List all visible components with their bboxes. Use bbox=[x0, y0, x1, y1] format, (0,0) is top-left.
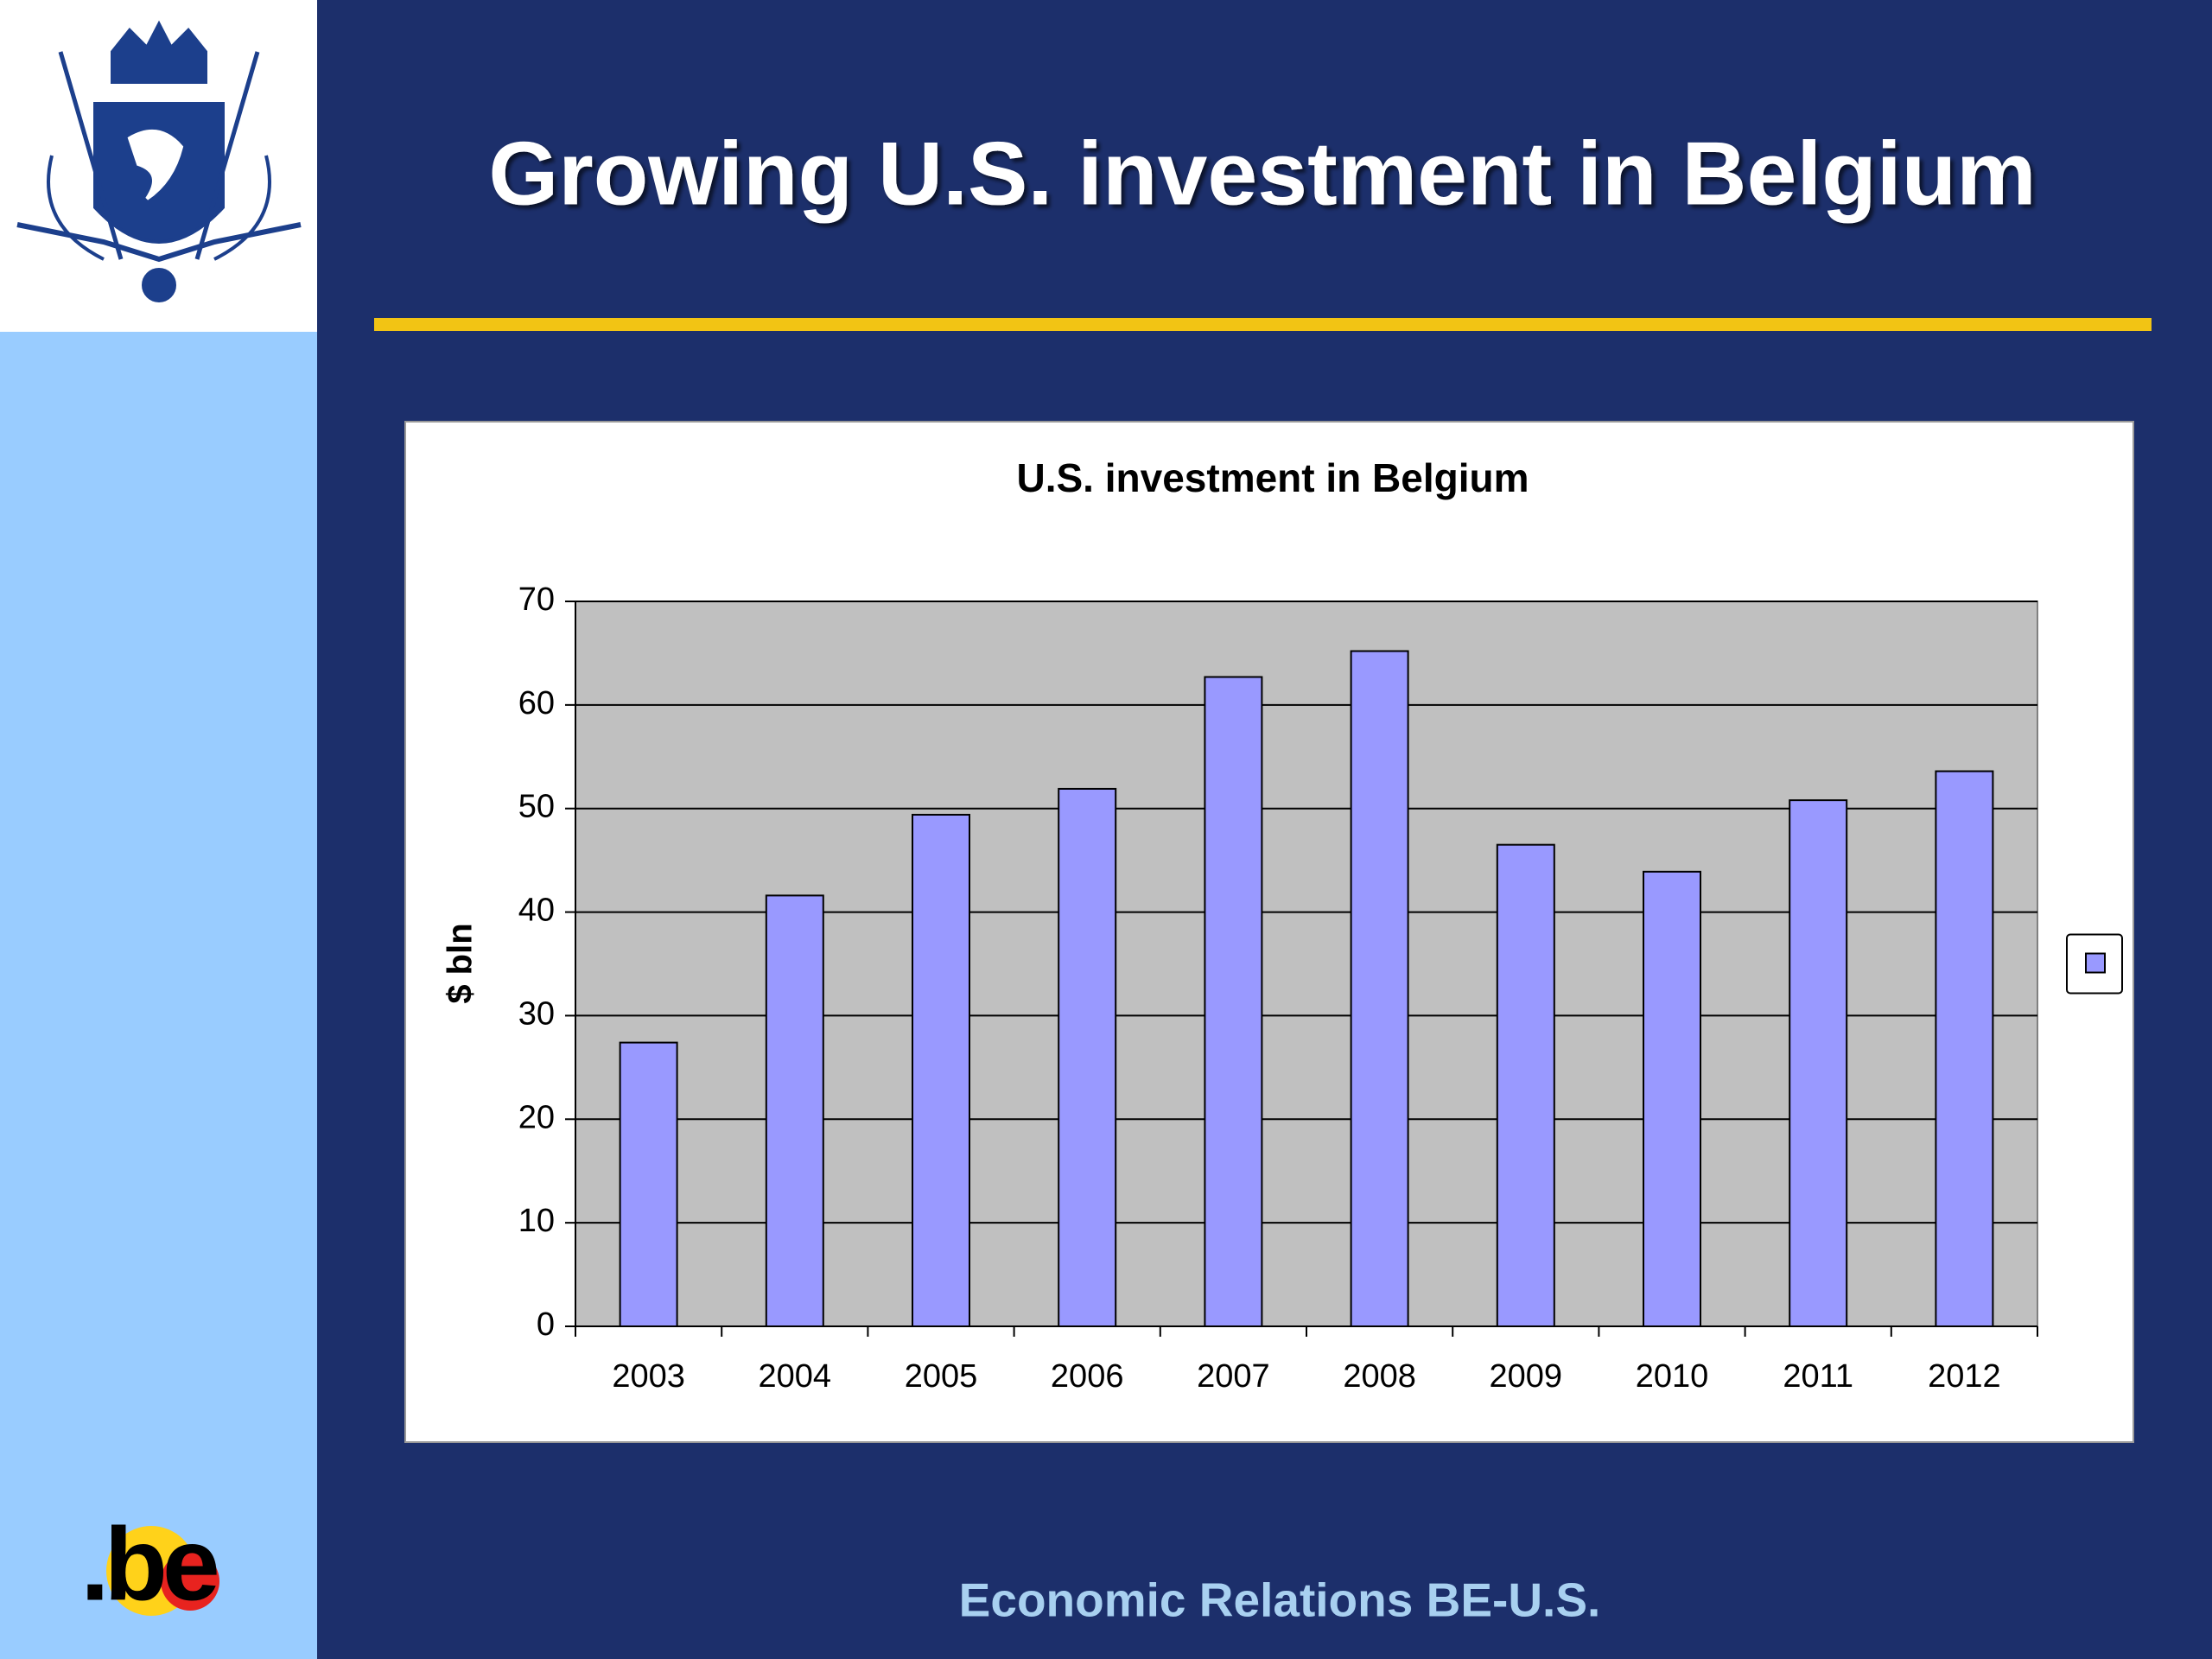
x-tick-label: 2006 bbox=[1051, 1358, 1124, 1395]
y-tick-label: 30 bbox=[518, 995, 555, 1032]
bar bbox=[1643, 870, 1701, 1327]
bar bbox=[1496, 843, 1555, 1327]
bar bbox=[1789, 799, 1848, 1327]
x-tick-label: 2004 bbox=[759, 1358, 832, 1395]
x-tick-label: 2011 bbox=[1783, 1358, 1853, 1395]
y-tick-label: 70 bbox=[518, 582, 555, 618]
y-tick-label: 40 bbox=[518, 893, 555, 929]
bar bbox=[1204, 676, 1263, 1327]
bar bbox=[1058, 787, 1117, 1327]
plot: 0 10 20 30 40 50 60 70 2003 2004 2005 2006 2007 2008 2… bbox=[518, 582, 2123, 1395]
bar bbox=[619, 1041, 678, 1327]
y-axis-label: $ bln bbox=[442, 923, 480, 1003]
logo-text: .be bbox=[80, 1507, 217, 1623]
y-tick-label: 10 bbox=[518, 1203, 555, 1239]
title-rule bbox=[374, 318, 2152, 331]
legend-swatch bbox=[2085, 952, 2106, 974]
x-tick-label: 2003 bbox=[612, 1358, 685, 1395]
chart-title: U.S. investment in Belgium bbox=[1017, 455, 1529, 500]
coat-of-arms bbox=[16, 20, 302, 302]
bar bbox=[765, 894, 824, 1327]
x-tick-label: 2005 bbox=[905, 1358, 978, 1395]
logo-red bbox=[161, 1552, 219, 1611]
x-tick-label: 2008 bbox=[1343, 1358, 1416, 1395]
x-tick-label: 2012 bbox=[1928, 1358, 2001, 1395]
bar bbox=[1350, 650, 1409, 1327]
x-tick-label: 2007 bbox=[1197, 1358, 1270, 1395]
y-tick-label: 20 bbox=[518, 1099, 555, 1135]
bar bbox=[1935, 770, 1994, 1327]
footer: Economic Relations BE-U.S. bbox=[959, 1573, 1601, 1627]
x-tick-label: 2010 bbox=[1636, 1358, 1709, 1395]
x-tick-label: 2009 bbox=[1490, 1358, 1563, 1395]
side-panel bbox=[0, 332, 317, 1659]
y-tick-label: 0 bbox=[537, 1306, 555, 1343]
bar bbox=[912, 813, 970, 1327]
y-tick-label: 50 bbox=[518, 789, 555, 825]
slide-title: Growing U.S. investment in Belgium bbox=[488, 124, 2036, 224]
y-tick-label: 60 bbox=[518, 685, 555, 721]
